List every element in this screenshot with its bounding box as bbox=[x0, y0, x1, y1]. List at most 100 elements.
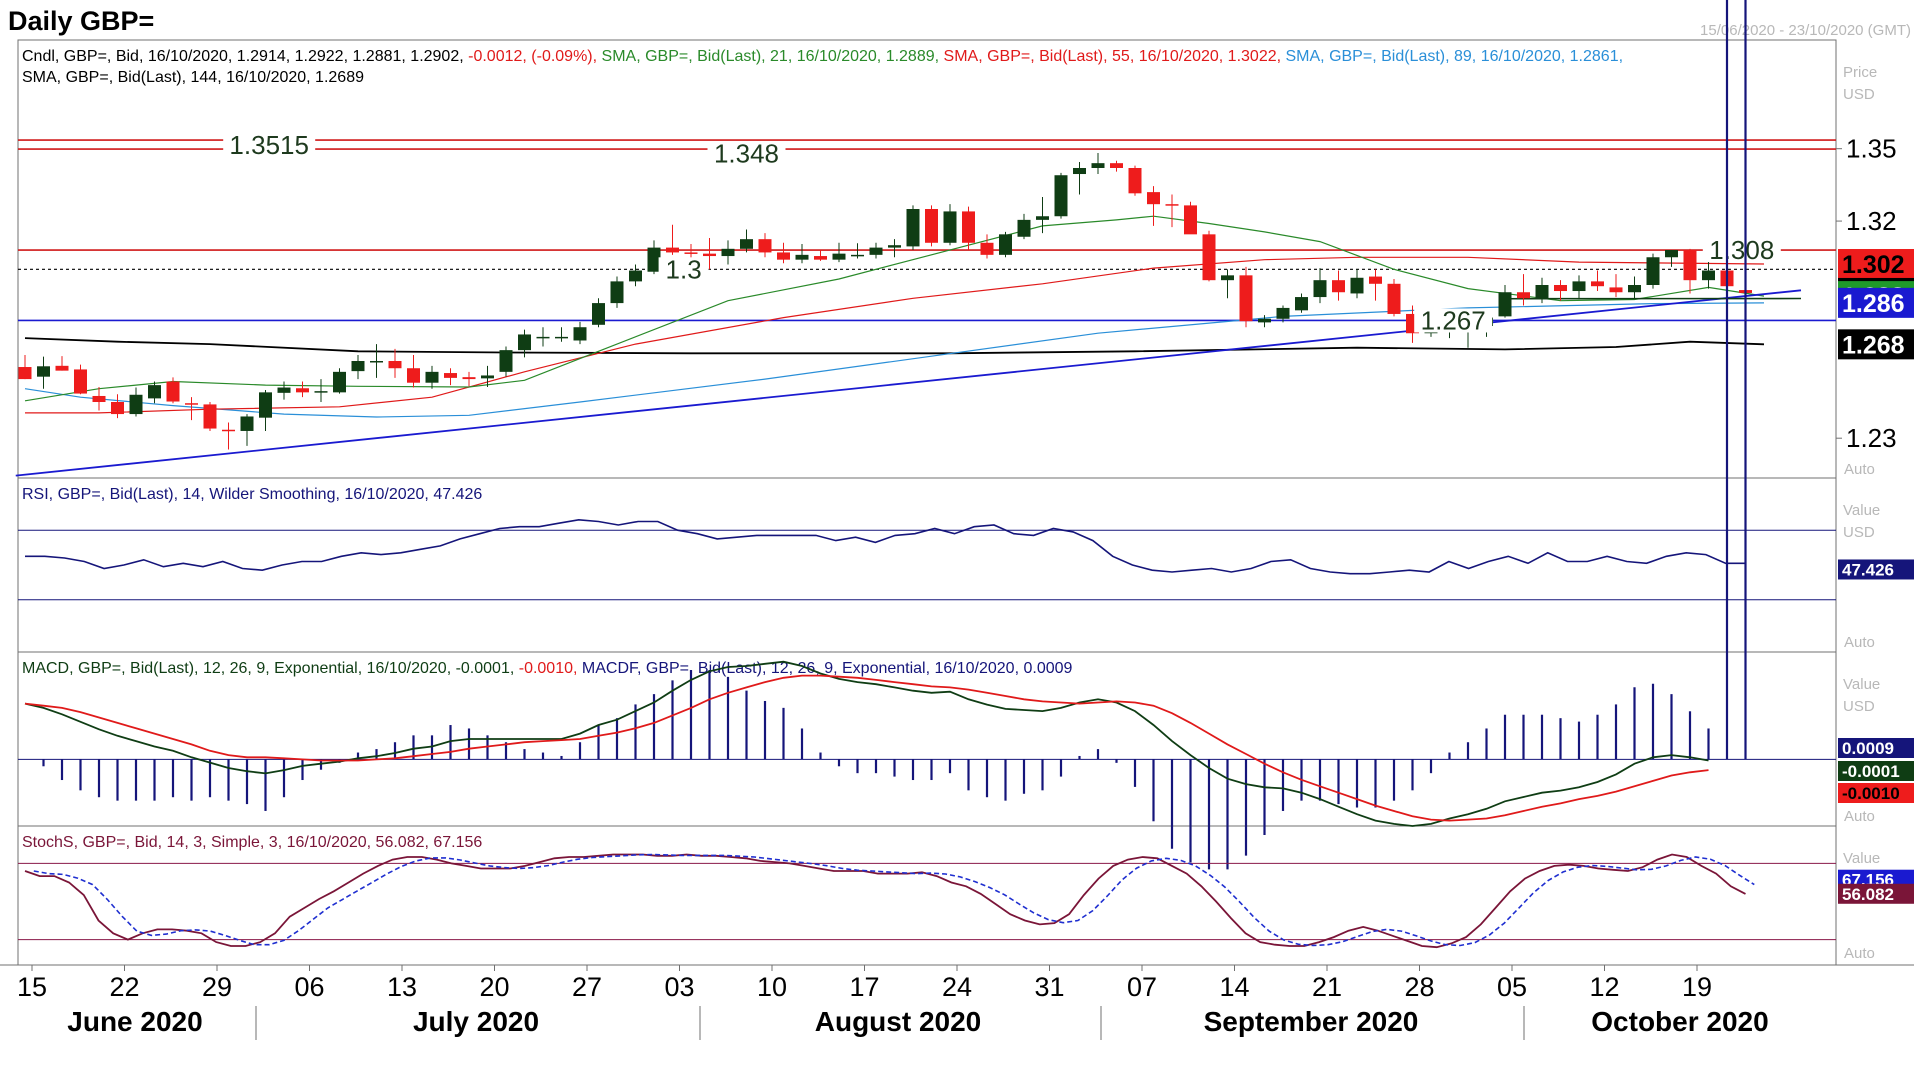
candle bbox=[574, 327, 587, 340]
candle bbox=[74, 369, 87, 393]
candle bbox=[1221, 275, 1234, 280]
date-tick-14: 14 bbox=[1219, 972, 1249, 1002]
price-header-segment-4: SMA, GBP=, Bid(Last), 89, 16/10/2020, 1.… bbox=[1286, 48, 1624, 65]
price-tick-1.35: 1.35 bbox=[1846, 134, 1897, 164]
candle bbox=[666, 248, 679, 253]
candle bbox=[537, 337, 550, 339]
candle bbox=[444, 373, 457, 378]
candle bbox=[1536, 285, 1549, 298]
candle bbox=[1499, 292, 1512, 316]
candle bbox=[1129, 168, 1142, 193]
macd-header-segment-1: -0.0010, bbox=[519, 660, 582, 677]
candle bbox=[1203, 234, 1216, 280]
date-tick-31: 31 bbox=[1034, 972, 1064, 1002]
candle bbox=[37, 366, 50, 376]
candle bbox=[1147, 192, 1160, 204]
stoch-axis-auto: Auto bbox=[1844, 945, 1875, 962]
candle bbox=[278, 388, 291, 393]
candle bbox=[1628, 285, 1641, 292]
rsi-axis-title-value: Value bbox=[1843, 502, 1880, 519]
candle bbox=[389, 361, 402, 368]
candle bbox=[370, 361, 383, 363]
candle bbox=[981, 243, 994, 255]
macd-axis-title-usd: USD bbox=[1843, 698, 1875, 715]
macd-badge-0.0009: 0.0009 bbox=[1842, 739, 1894, 758]
candle bbox=[722, 249, 735, 256]
candle bbox=[167, 382, 180, 402]
candle bbox=[629, 271, 642, 282]
candle bbox=[1647, 257, 1660, 285]
macd-axis-title-value: Value bbox=[1843, 676, 1880, 693]
candle bbox=[204, 404, 217, 428]
candle bbox=[1314, 280, 1327, 297]
level-label-1.3515: 1.3515 bbox=[229, 130, 309, 160]
date-tick-15: 15 bbox=[17, 972, 47, 1002]
price-axis-title-price: Price bbox=[1843, 64, 1877, 81]
date-tick-10: 10 bbox=[757, 972, 787, 1002]
candle bbox=[592, 303, 605, 325]
macd-axis-auto: Auto bbox=[1844, 808, 1875, 825]
candle bbox=[777, 252, 790, 259]
candle bbox=[703, 254, 716, 256]
candle bbox=[1369, 277, 1382, 284]
candle bbox=[1702, 271, 1715, 281]
stoch-header: StochS, GBP=, Bid, 14, 3, Simple, 3, 16/… bbox=[22, 834, 482, 851]
month-label: October 2020 bbox=[1591, 1006, 1768, 1037]
date-tick-17: 17 bbox=[849, 972, 879, 1002]
month-label: July 2020 bbox=[413, 1006, 539, 1037]
candle bbox=[1351, 278, 1364, 294]
candle bbox=[925, 209, 938, 243]
candle bbox=[259, 392, 272, 417]
candle bbox=[56, 366, 69, 371]
macd-header-segment-0: MACD, GBP=, Bid(Last), 12, 26, 9, Expone… bbox=[22, 660, 519, 677]
candle bbox=[407, 368, 420, 382]
candle bbox=[555, 337, 568, 339]
candle bbox=[1073, 168, 1086, 174]
candle bbox=[759, 239, 772, 252]
date-tick-03: 03 bbox=[664, 972, 694, 1002]
candle bbox=[148, 385, 161, 398]
candle bbox=[1277, 308, 1290, 319]
price-tick-1.23: 1.23 bbox=[1846, 423, 1897, 453]
candle bbox=[1610, 287, 1623, 292]
candle bbox=[962, 211, 975, 242]
date-tick-19: 19 bbox=[1682, 972, 1712, 1002]
stoch-axis-title-value: Value bbox=[1843, 850, 1880, 867]
candle bbox=[352, 361, 365, 371]
rsi-axis-auto: Auto bbox=[1844, 634, 1875, 651]
price-axis-title-usd: USD bbox=[1843, 86, 1875, 103]
candle bbox=[814, 256, 827, 260]
macd-badge--0.0010: -0.0010 bbox=[1842, 784, 1900, 803]
date-tick-28: 28 bbox=[1404, 972, 1434, 1002]
candle bbox=[500, 350, 513, 372]
candle bbox=[1684, 250, 1697, 280]
price-header-segment-0: Cndl, GBP=, Bid, 16/10/2020, 1.2914, 1.2… bbox=[22, 48, 468, 65]
stoch-badge-56.082: 56.082 bbox=[1842, 885, 1894, 904]
date-tick-27: 27 bbox=[572, 972, 602, 1002]
candle bbox=[907, 209, 920, 246]
candle bbox=[130, 395, 143, 414]
price-badge-1.268: 1.268 bbox=[1842, 331, 1905, 359]
level-label-1.348: 1.348 bbox=[714, 139, 779, 169]
candle bbox=[1573, 281, 1586, 291]
price-badge-1.286: 1.286 bbox=[1842, 290, 1905, 318]
candle bbox=[333, 372, 346, 393]
chart-title: Daily GBP= bbox=[8, 6, 154, 36]
date-range: 15/06/2020 - 23/10/2020 (GMT) bbox=[1700, 22, 1911, 39]
candle bbox=[463, 377, 476, 379]
date-tick-12: 12 bbox=[1589, 972, 1619, 1002]
candle bbox=[518, 334, 531, 350]
date-tick-06: 06 bbox=[294, 972, 324, 1002]
price-tick-1.32: 1.32 bbox=[1846, 206, 1897, 236]
candle bbox=[1295, 297, 1308, 310]
candle bbox=[740, 239, 753, 249]
date-tick-07: 07 bbox=[1127, 972, 1157, 1002]
candle bbox=[241, 416, 254, 430]
macd-header: MACD, GBP=, Bid(Last), 12, 26, 9, Expone… bbox=[22, 660, 1073, 677]
candle bbox=[1332, 280, 1345, 292]
candle bbox=[851, 255, 864, 257]
candle bbox=[944, 211, 957, 242]
date-tick-29: 29 bbox=[202, 972, 232, 1002]
